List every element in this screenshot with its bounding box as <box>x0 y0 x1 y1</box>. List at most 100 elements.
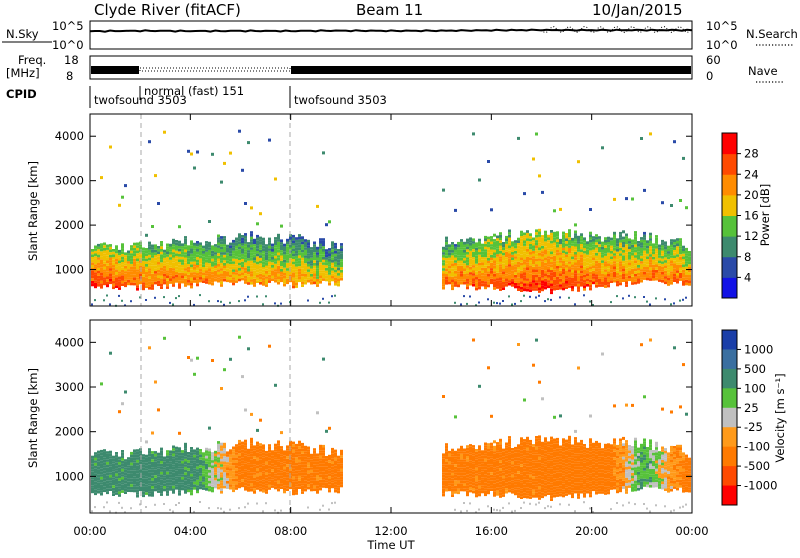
power-cell <box>604 248 607 251</box>
power-cell <box>550 278 553 281</box>
power-cell <box>586 271 589 274</box>
power-cell <box>100 249 103 252</box>
velocity-cell <box>169 464 172 467</box>
power-cell <box>562 253 565 256</box>
velocity-cell <box>220 462 223 465</box>
velocity-cell <box>256 482 259 485</box>
power-cell <box>127 269 130 272</box>
power-cell <box>145 277 148 280</box>
velocity-cell <box>226 473 229 476</box>
velocity-cell <box>202 485 205 488</box>
power-cell <box>313 268 316 271</box>
velocity-cell <box>298 457 301 460</box>
power-cell <box>445 271 448 274</box>
velocity-cell <box>250 475 253 478</box>
power-cell <box>544 281 547 284</box>
velocity-cell <box>277 470 280 473</box>
power-cell <box>226 245 229 248</box>
power-cell <box>613 259 616 262</box>
power-cell <box>253 271 256 274</box>
power-cell <box>508 256 511 259</box>
power-cell <box>244 268 247 271</box>
power-cell <box>511 241 514 244</box>
velocity-cell <box>307 449 310 452</box>
power-cell <box>475 288 478 291</box>
power-cell <box>118 269 121 272</box>
velocity-cell <box>190 458 193 461</box>
power-cell <box>622 261 625 264</box>
power-cell <box>499 243 502 246</box>
power-cell <box>649 257 652 260</box>
velocity-cell <box>262 460 265 463</box>
velocity-cell <box>106 486 109 489</box>
velocity-cell <box>145 476 148 479</box>
velocity-cell <box>148 470 151 473</box>
power-cell <box>487 266 490 269</box>
power-cell <box>136 277 139 280</box>
velocity-cell <box>499 460 502 463</box>
velocity-cell <box>304 465 307 468</box>
power-cell <box>649 267 652 270</box>
velocity-cell <box>298 476 301 479</box>
nsearch-label: N.Search <box>746 27 798 41</box>
power-cell <box>121 257 124 260</box>
power-cell <box>316 255 319 258</box>
power-cell <box>535 288 538 291</box>
power-cell <box>589 232 592 235</box>
power-cell <box>142 250 145 253</box>
power-cell <box>607 242 610 245</box>
power-cell <box>130 267 133 270</box>
power-cell <box>226 247 229 250</box>
power-cell <box>130 264 133 267</box>
power-cell <box>655 297 657 299</box>
velocity-cell <box>445 454 448 457</box>
power-cell <box>340 262 343 265</box>
velocity-cell <box>184 488 187 491</box>
power-cell <box>493 260 496 263</box>
power-cell <box>526 249 529 252</box>
power-cell <box>193 259 196 262</box>
power-cell <box>571 249 574 252</box>
velocity-cell <box>190 493 193 496</box>
velocity-cell <box>460 448 463 451</box>
velocity-cell <box>487 446 490 449</box>
velocity-cell <box>280 468 283 471</box>
power-cell <box>577 287 580 290</box>
velocity-cell <box>493 473 496 476</box>
freq-unit-label: [MHz] <box>6 66 40 80</box>
power-cell <box>541 281 544 284</box>
power-cell <box>469 296 471 298</box>
velocity-cell <box>175 471 178 474</box>
power-cell <box>496 302 498 304</box>
power-cell <box>559 247 562 250</box>
power-cell <box>592 263 595 266</box>
power-cell <box>292 246 295 249</box>
velocity-cell <box>472 485 475 488</box>
power-cell <box>112 252 115 255</box>
power-cell <box>466 239 469 242</box>
power-cell <box>160 281 163 284</box>
power-cell <box>631 198 634 201</box>
power-cell <box>190 248 193 251</box>
power-cell <box>442 287 445 290</box>
velocity-cell <box>292 463 295 466</box>
power-cell <box>505 263 508 266</box>
velocity-cell <box>136 484 139 487</box>
power-cell <box>310 258 313 261</box>
power-cell <box>649 243 652 246</box>
velocity-cell <box>286 483 289 486</box>
velocity-cell <box>472 477 475 480</box>
velocity-cell <box>193 460 196 463</box>
velocity-cell <box>94 487 97 490</box>
power-cell <box>688 259 691 262</box>
power-cell <box>541 251 544 254</box>
power-cell <box>448 250 451 253</box>
velocity-cell <box>469 490 472 493</box>
velocity-cell <box>250 459 253 462</box>
velocity-cell <box>178 466 181 469</box>
colorbar-swatch <box>722 133 737 154</box>
velocity-cell <box>145 490 148 493</box>
velocity-cell <box>190 450 193 453</box>
velocity-cell <box>100 488 103 491</box>
power-cell <box>652 257 655 260</box>
